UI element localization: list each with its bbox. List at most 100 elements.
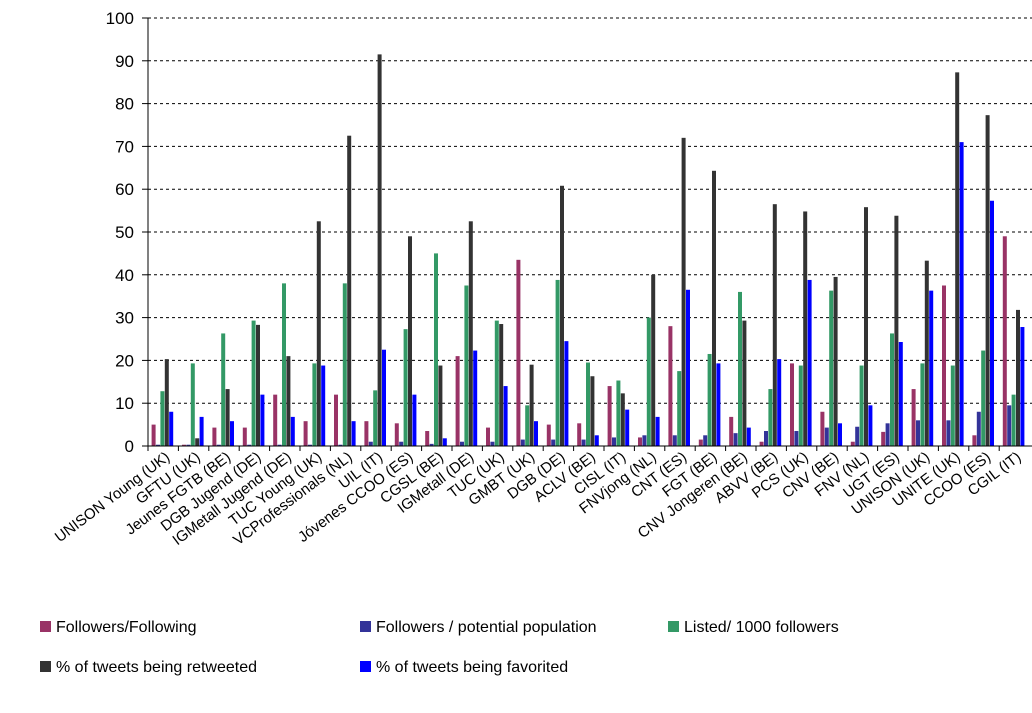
- bar: [412, 394, 417, 446]
- bar: [746, 427, 751, 446]
- bar: [898, 341, 903, 446]
- bar: [1007, 405, 1012, 446]
- bar: [225, 389, 230, 446]
- bar: [216, 444, 221, 446]
- bar: [403, 329, 408, 446]
- legend: Followers/Following Followers / potential…: [40, 619, 839, 676]
- bar: [668, 326, 673, 446]
- bar: [160, 391, 165, 446]
- bar: [1002, 236, 1007, 446]
- bar: [408, 236, 412, 446]
- y-tick-label: 40: [115, 266, 134, 285]
- x-category-labels: UNISON Young (UK)GFTU (UK)Jeunes FGTB (B…: [52, 449, 1025, 549]
- bar: [394, 423, 399, 446]
- bar: [590, 376, 595, 446]
- bar: [577, 423, 582, 446]
- y-tick-label: 60: [115, 180, 134, 199]
- bar: [373, 390, 378, 446]
- bar: [890, 333, 894, 446]
- bar: [486, 427, 490, 446]
- bar: [520, 439, 525, 446]
- bar: [156, 444, 160, 446]
- bar: [564, 341, 569, 446]
- bar: [338, 444, 343, 446]
- bar: [190, 363, 195, 446]
- y-tick-label: 20: [115, 351, 134, 370]
- bar: [594, 435, 599, 446]
- bar: [911, 389, 916, 446]
- bar: [382, 349, 386, 446]
- legend-item: Followers/Following: [40, 619, 197, 636]
- bar: [273, 394, 278, 446]
- legend-swatch: [360, 621, 371, 632]
- bar: [442, 438, 447, 446]
- bar: [768, 389, 773, 446]
- bar: [529, 364, 534, 446]
- bar: [759, 441, 764, 446]
- legend-item: % of tweets being retweeted: [40, 659, 257, 676]
- bar: [738, 291, 742, 446]
- bar: [551, 439, 556, 446]
- bar: [824, 427, 829, 446]
- bar: [616, 380, 621, 446]
- legend-label: Followers/Following: [56, 619, 197, 636]
- bar: [707, 353, 712, 446]
- bar: [612, 437, 616, 446]
- bar: [525, 405, 530, 446]
- bar: [916, 420, 920, 446]
- legend-label: % of tweets being retweeted: [56, 659, 257, 676]
- bar: [1016, 309, 1020, 446]
- bar: [638, 437, 642, 446]
- bar: [368, 441, 373, 446]
- legend-swatch: [360, 661, 371, 672]
- bar: [364, 421, 369, 446]
- bar: [942, 285, 946, 446]
- bar: [473, 350, 478, 446]
- bar: [282, 283, 286, 446]
- bar: [820, 411, 825, 446]
- bar: [803, 211, 808, 446]
- bar: [698, 439, 703, 446]
- bar: [560, 185, 564, 446]
- bar: [251, 320, 256, 446]
- bar: [347, 135, 352, 446]
- bar: [681, 137, 686, 446]
- bar: [260, 394, 265, 446]
- bar: [894, 215, 899, 446]
- y-tick-label: 50: [115, 223, 134, 242]
- legend-label: Followers / potential population: [376, 619, 597, 636]
- bar: [777, 359, 782, 446]
- y-tick-label: 100: [106, 9, 134, 28]
- bar: [308, 444, 312, 446]
- bar: [399, 441, 404, 446]
- legend-swatch: [40, 621, 51, 632]
- bar: [772, 204, 777, 446]
- bar: [651, 274, 656, 446]
- bar: [742, 320, 747, 446]
- bar: [959, 142, 964, 446]
- bar: [686, 289, 690, 446]
- bar: [868, 405, 873, 446]
- bar: [850, 441, 855, 446]
- bar: [316, 221, 321, 446]
- bar: [199, 416, 204, 446]
- legend-swatch: [668, 621, 679, 632]
- bar: [955, 72, 960, 446]
- bar: [256, 324, 260, 446]
- bar: [881, 431, 886, 446]
- bar: [798, 365, 803, 446]
- bar: [950, 365, 955, 446]
- y-tick-label: 10: [115, 394, 134, 413]
- bar: [946, 420, 951, 446]
- bar: [468, 221, 473, 446]
- bar: [790, 363, 794, 446]
- bar: [490, 441, 495, 446]
- bar: [920, 363, 925, 446]
- bar: [1011, 394, 1016, 446]
- bar: [351, 421, 356, 446]
- bar: [581, 439, 586, 446]
- bar: [642, 435, 647, 446]
- y-tick-label: 90: [115, 52, 134, 71]
- bar: [455, 356, 460, 446]
